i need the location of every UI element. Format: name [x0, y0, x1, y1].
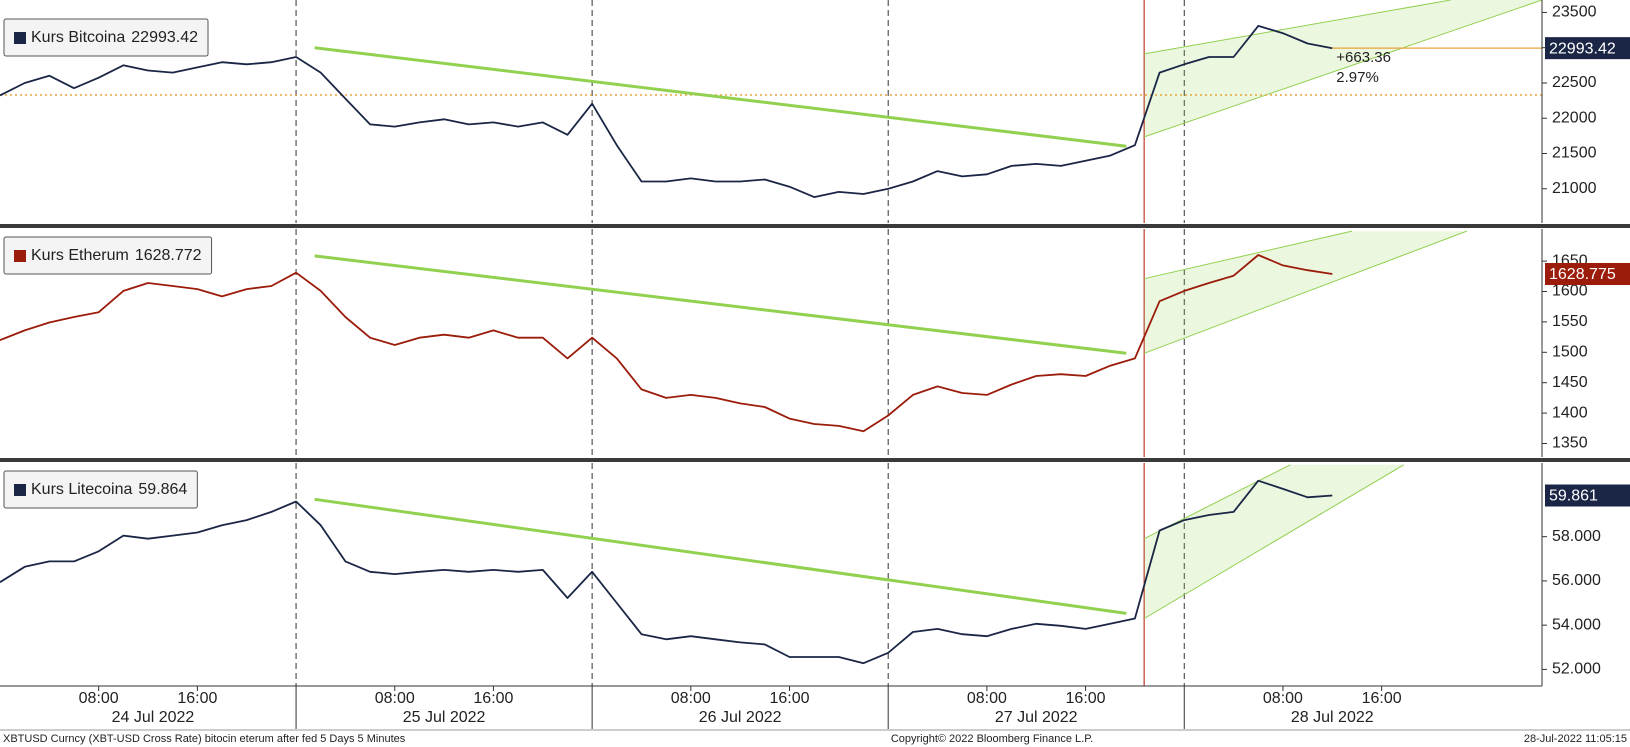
y-tick-label: 1350	[1552, 435, 1588, 452]
y-tick-label: 1400	[1552, 404, 1588, 421]
y-tick-label: 1600	[1552, 283, 1588, 300]
legend-value: 59.864	[138, 481, 187, 498]
panel-separator	[0, 224, 1630, 228]
legend-swatch	[14, 32, 26, 44]
price-badge	[1545, 484, 1630, 507]
x-day-label: 28 Jul 2022	[1291, 709, 1374, 726]
x-tick-label: 08:00	[79, 690, 119, 707]
channel-line	[1144, 0, 1451, 55]
channel-line	[1144, 230, 1467, 354]
x-tick-label: 08:00	[967, 690, 1007, 707]
x-day-label: 24 Jul 2022	[112, 709, 195, 726]
annotation: 2.97%	[1336, 69, 1379, 86]
legend-swatch	[14, 250, 26, 262]
y-tick-label: 54.000	[1552, 616, 1601, 633]
legend-name: Kurs Etherum	[31, 247, 129, 264]
price-line	[0, 254, 1333, 433]
annotation: +663.36	[1336, 49, 1391, 66]
panel	[0, 229, 1467, 457]
y-tick-label: 1450	[1552, 374, 1588, 391]
y-tick-label: 56.000	[1552, 572, 1601, 589]
y-tick-label: 52.000	[1552, 661, 1601, 678]
price-badge	[1545, 37, 1630, 60]
x-tick-label: 16:00	[473, 690, 513, 707]
legend-value: 1628.772	[135, 247, 202, 264]
footer-right: 28-Jul-2022 11:05:15	[1524, 733, 1627, 745]
price-badge-label: 22993.42	[1549, 40, 1616, 57]
channel-line	[1144, 230, 1353, 280]
trendline	[314, 254, 1127, 355]
legend-swatch	[14, 484, 26, 496]
x-tick-label: 16:00	[1066, 690, 1106, 707]
channel-line	[1143, 464, 1405, 619]
legend-value: 22993.42	[131, 29, 198, 46]
y-tick-label: 23500	[1552, 4, 1597, 21]
trendline	[314, 497, 1127, 615]
y-tick-label: 21500	[1552, 145, 1597, 162]
price-line	[0, 479, 1333, 665]
y-tick-label: 21000	[1552, 180, 1597, 197]
legend-name: Kurs Litecoina	[31, 481, 132, 498]
legend-name: Kurs Bitcoina	[31, 29, 125, 46]
y-tick-label: 58.000	[1552, 528, 1601, 545]
price-badge-label: 59.861	[1549, 488, 1598, 505]
channel-line	[1144, 0, 1542, 138]
x-tick-label: 08:00	[671, 690, 711, 707]
footer-center: Copyright© 2022 Bloomberg Finance L.P.	[891, 733, 1093, 745]
x-tick-label: 08:00	[375, 690, 415, 707]
legend-box	[3, 236, 213, 275]
y-tick-label: 22000	[1552, 109, 1597, 126]
legend-box	[3, 18, 209, 57]
x-tick-label: 08:00	[1263, 690, 1303, 707]
y-tick-label: 1500	[1552, 344, 1588, 361]
x-tick-label: 16:00	[177, 690, 217, 707]
panel	[0, 0, 1542, 223]
panel-separator	[0, 458, 1630, 462]
y-tick-label: 1550	[1552, 313, 1588, 330]
x-day-label: 26 Jul 2022	[699, 709, 782, 726]
x-tick-label: 16:00	[769, 690, 809, 707]
x-tick-label: 16:00	[1362, 690, 1402, 707]
footer-left: XBTUSD Curncy (XBT-USD Cross Rate) bitoc…	[3, 733, 406, 745]
price-badge	[1545, 263, 1630, 286]
trendline	[314, 46, 1127, 148]
legend-box	[3, 470, 198, 509]
price-line	[0, 25, 1333, 198]
y-tick-label: 22500	[1552, 74, 1597, 91]
price-badge-label: 1628.775	[1549, 266, 1616, 283]
panel	[0, 463, 1405, 686]
x-day-label: 25 Jul 2022	[403, 709, 486, 726]
x-day-label: 27 Jul 2022	[995, 709, 1078, 726]
